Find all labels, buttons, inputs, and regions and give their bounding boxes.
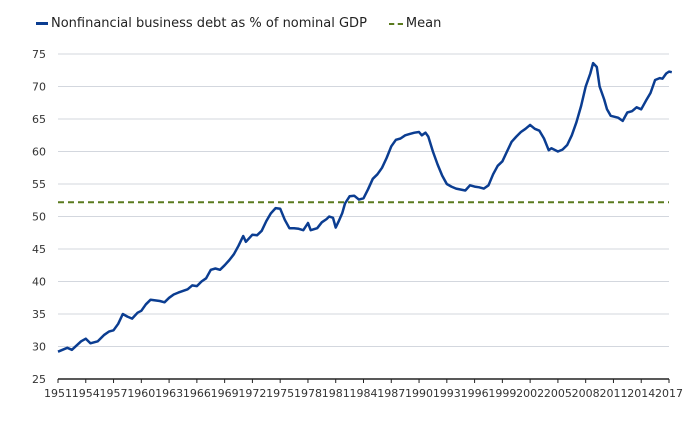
x-tick-label: 1984 xyxy=(350,387,378,400)
x-tick-label: 2008 xyxy=(572,387,600,400)
x-tick-label: 1987 xyxy=(377,387,405,400)
x-tick-label: 2011 xyxy=(599,387,627,400)
x-tick-label: 1978 xyxy=(294,387,322,400)
x-tick-label: 2014 xyxy=(627,387,655,400)
y-tick-label: 45 xyxy=(32,243,46,256)
debt-series-line xyxy=(57,61,673,353)
x-tick-label: 1981 xyxy=(322,387,350,400)
legend-item-debt: Nonfinancial business debt as % of nomin… xyxy=(36,16,367,31)
legend-label-mean: Mean xyxy=(405,16,442,31)
y-tick-label: 30 xyxy=(32,341,46,354)
y-tick-label: 40 xyxy=(32,276,46,289)
y-tick-label: 60 xyxy=(32,146,46,159)
x-tick-label: 1996 xyxy=(461,387,489,400)
x-tick-label: 1969 xyxy=(211,387,239,400)
legend-item-mean: Mean xyxy=(388,16,442,31)
x-tick-label: 2017 xyxy=(655,387,683,400)
y-tick-label: 25 xyxy=(32,373,46,386)
x-tick-label: 1960 xyxy=(127,387,155,400)
x-tick-label: 2002 xyxy=(516,387,544,400)
x-tick-label: 1999 xyxy=(488,387,516,400)
x-tick-label: 1972 xyxy=(238,387,266,400)
x-tick-label: 1990 xyxy=(405,387,433,400)
x-tick-label: 1975 xyxy=(266,387,294,400)
x-tick-label: 1966 xyxy=(183,387,211,400)
y-tick-label: 50 xyxy=(32,211,46,224)
y-tick-label: 75 xyxy=(32,48,46,61)
y-tick-label: 35 xyxy=(32,308,46,321)
legend-label-debt: Nonfinancial business debt as % of nomin… xyxy=(51,16,367,31)
legend: Nonfinancial business debt as % of nomin… xyxy=(36,16,463,31)
y-tick-label: 65 xyxy=(32,113,46,126)
legend-swatch-line xyxy=(36,22,48,25)
x-tick-label: 1954 xyxy=(72,387,100,400)
y-tick-label: 55 xyxy=(32,178,46,191)
x-tick-label: 1951 xyxy=(44,387,72,400)
y-tick-label: 70 xyxy=(32,81,46,94)
x-tick-label: 1963 xyxy=(155,387,183,400)
x-tick-label: 1957 xyxy=(100,387,128,400)
x-tick-label: 2005 xyxy=(544,387,572,400)
x-tick-label: 1993 xyxy=(433,387,461,400)
legend-swatch-dashed xyxy=(388,22,403,25)
